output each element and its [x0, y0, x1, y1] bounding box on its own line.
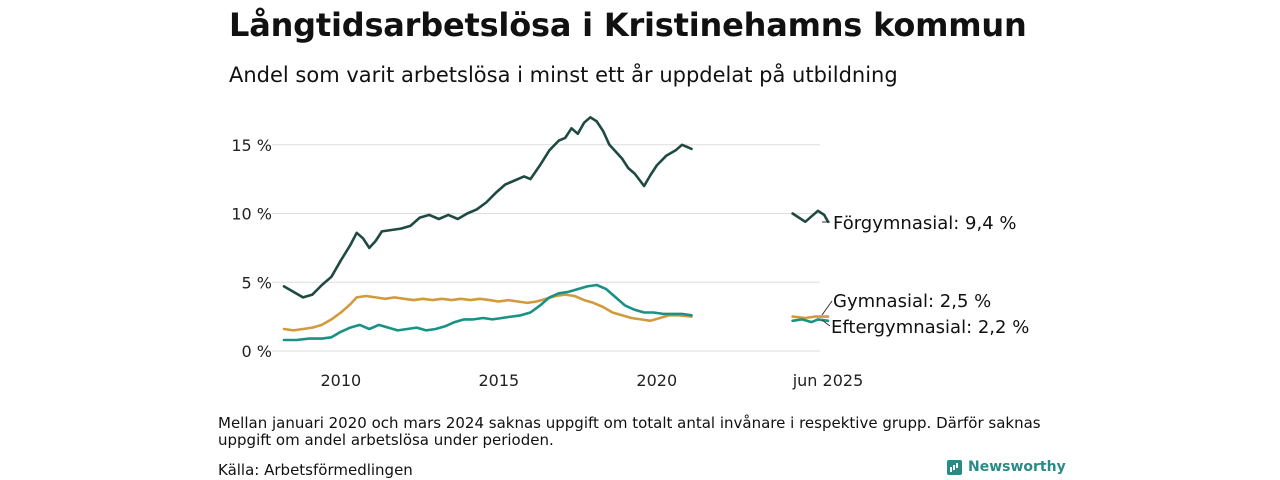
brand-logo[interactable]: Newsworthy	[947, 459, 1066, 475]
series-line-eftergymnasial	[791, 318, 830, 324]
y-axis-ticks: 0 % 5 % 10 % 15 %	[231, 136, 272, 361]
x-tick-label: 2015	[478, 371, 519, 390]
y-tick-label: 15 %	[231, 136, 272, 155]
x-axis-ticks: 2010 2015 2020 jun 2025	[321, 371, 864, 390]
chart-title: Långtidsarbetslösa i Kristinehamns kommu…	[229, 6, 1027, 44]
y-tick-label: 10 %	[231, 205, 272, 224]
footnote: Mellan januari 2020 och mars 2024 saknas…	[218, 414, 1041, 449]
series-line-gymnasial	[282, 293, 693, 332]
series-lines	[282, 116, 830, 342]
x-tick-label: 2010	[321, 371, 362, 390]
series-end-labels: Förgymnasial: 9,4 % Gymnasial: 2,5 % Efter…	[821, 213, 1029, 338]
series-label-eftergymnasial: Eftergymnasial: 2,2 %	[831, 317, 1029, 338]
x-tick-label: 2020	[636, 371, 677, 390]
brand-name: Newsworthy	[968, 459, 1066, 475]
series-label-gymnasial: Gymnasial: 2,5 %	[833, 291, 991, 312]
series-line-forgymnasial	[791, 209, 830, 224]
y-tick-label: 0 %	[242, 342, 272, 361]
x-tick-label: jun 2025	[792, 371, 864, 390]
series-line-forgymnasial	[282, 116, 693, 299]
y-tick-label: 5 %	[242, 273, 272, 292]
source-text: Källa: Arbetsförmedlingen	[218, 461, 413, 479]
chart-subtitle: Andel som varit arbetslösa i minst ett å…	[229, 63, 898, 87]
label-connector	[821, 319, 831, 327]
gridlines	[272, 144, 820, 352]
line-chart: 0 % 5 % 10 % 15 % 2010 2015 2020 jun 2025 Förg…	[231, 116, 1029, 390]
series-line-gymnasial	[791, 315, 830, 320]
series-line-eftergymnasial	[282, 283, 693, 342]
label-connector	[821, 300, 833, 316]
series-label-forgymnasial: Förgymnasial: 9,4 %	[833, 213, 1017, 234]
chart-logo-icon	[947, 459, 962, 475]
